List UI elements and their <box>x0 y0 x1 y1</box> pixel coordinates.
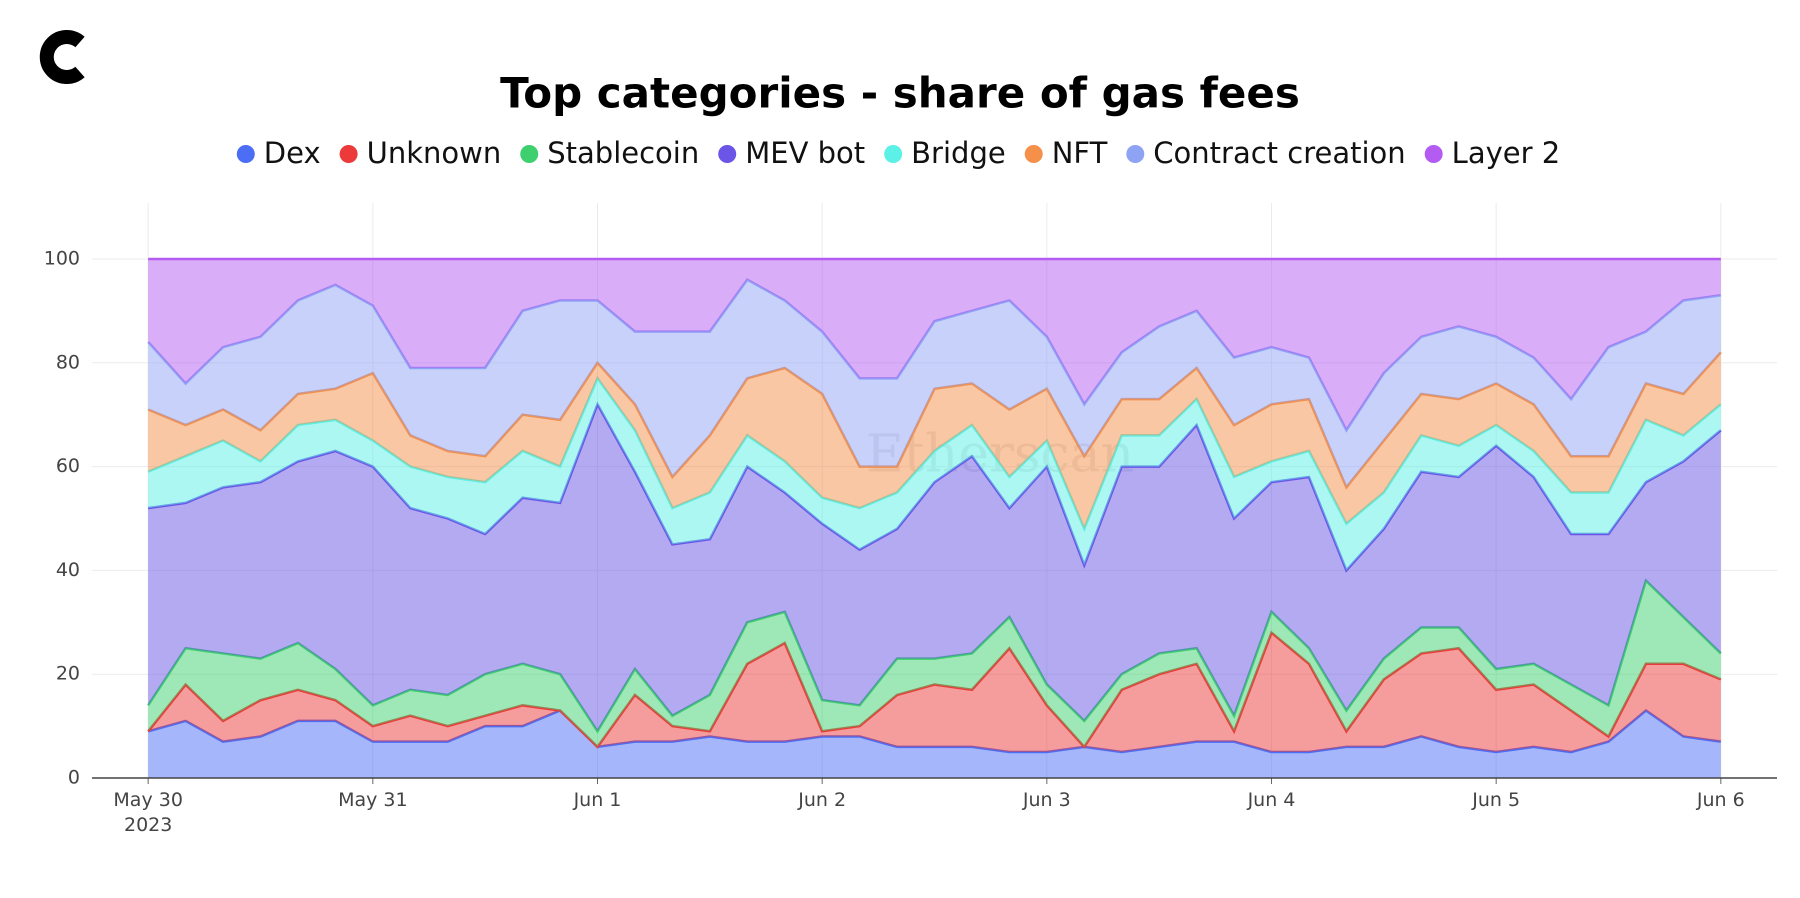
area-fill <box>148 352 1721 529</box>
legend-marker <box>520 145 539 163</box>
area-fill <box>148 580 1721 747</box>
legend-label: Unknown <box>367 136 502 170</box>
legend-label: Contract creation <box>1153 136 1405 170</box>
legend-marker <box>718 145 737 163</box>
logo-ring <box>39 30 85 84</box>
legend-item: Contract creation <box>1126 136 1406 170</box>
legend-label: MEV bot <box>745 136 865 170</box>
x-tick-label: May 31 <box>338 789 408 811</box>
area-fill <box>148 710 1721 778</box>
legend-item: Layer 2 <box>1424 136 1561 170</box>
area-fill <box>148 378 1721 571</box>
legend-marker <box>339 145 358 163</box>
legend-marker <box>1024 145 1043 163</box>
logo <box>39 30 85 84</box>
legend-marker <box>1126 145 1145 163</box>
legend-marker <box>884 145 903 163</box>
legend-item: Bridge <box>884 136 1006 170</box>
legend-item: Unknown <box>339 136 502 170</box>
x-tick-label: May 30 2023 <box>113 789 183 836</box>
x-tick-label: Jun 5 <box>1471 789 1520 811</box>
legend-marker <box>1424 145 1443 163</box>
x-tick-label: Jun 6 <box>1696 789 1745 811</box>
legend-item: Dex <box>236 136 321 170</box>
y-tick-label: 60 <box>56 455 80 477</box>
legend-label: Layer 2 <box>1452 136 1561 170</box>
legend-item: NFT <box>1024 136 1108 170</box>
y-tick-label: 80 <box>56 351 80 373</box>
y-tick-label: 0 <box>68 767 80 789</box>
x-tick-label: Jun 4 <box>1247 789 1296 811</box>
legend-item: MEV bot <box>718 136 865 170</box>
legend-label: Stablecoin <box>547 136 699 170</box>
area-fill <box>148 404 1721 732</box>
legend-label: Bridge <box>911 136 1006 170</box>
area-fill <box>148 258 1721 431</box>
legend: Dex Unknown Stablecoin MEV bot Bridge NFT Cont… <box>236 136 1561 170</box>
y-tick-label: 100 <box>44 247 80 269</box>
x-tick-label: Jun 3 <box>1022 789 1071 811</box>
area-fill <box>148 632 1721 753</box>
x-tick-label: Jun 2 <box>797 789 846 811</box>
legend-label: NFT <box>1052 136 1108 170</box>
area-fill <box>148 279 1721 488</box>
y-tick-label: 40 <box>56 559 80 581</box>
legend-item: Stablecoin <box>520 136 699 170</box>
y-tick-label: 20 <box>56 663 80 685</box>
x-tick-label: Jun 1 <box>573 789 622 811</box>
chart-title: Top categories - share of gas fees <box>500 69 1300 118</box>
legend-marker <box>236 145 255 163</box>
legend-label: Dex <box>264 136 321 170</box>
